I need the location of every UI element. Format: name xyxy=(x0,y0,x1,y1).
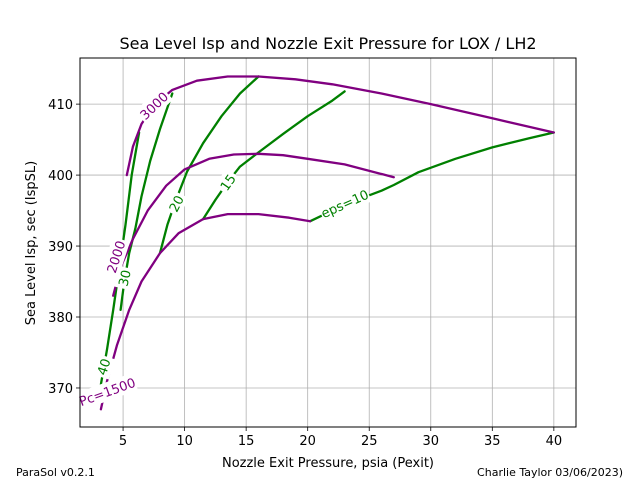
contour-label: 20 xyxy=(167,193,188,215)
contour-label-group: 20 xyxy=(163,189,189,218)
y-tick-label: 380 xyxy=(48,311,73,326)
pc-line-pc-1500 xyxy=(99,212,312,411)
contour-label-backdrop xyxy=(76,372,138,411)
eps-line-20 xyxy=(158,75,260,255)
x-tick-label: 5 xyxy=(119,434,127,449)
contour-label-backdrop xyxy=(214,168,242,197)
pc-line-pc-2000 xyxy=(112,152,395,297)
contour-label-backdrop xyxy=(134,86,174,125)
y-axis-label: Sea Level Isp, sec (IspSL) xyxy=(24,161,39,325)
y-tick-label: 390 xyxy=(48,240,73,255)
contour-label-group: 40 xyxy=(91,353,116,380)
axis-ticks: 5 10 15 20 25 30 35 40 370 380 390 400 410 xyxy=(48,98,562,449)
x-tick-label: 35 xyxy=(484,434,501,449)
eps-line-15 xyxy=(201,90,346,221)
contour-label: 40 xyxy=(95,357,114,377)
plot-frame xyxy=(79,57,577,428)
x-tick-label: 20 xyxy=(299,434,316,449)
y-tick-label: 400 xyxy=(48,169,73,184)
footer-version: ParaSol v0.2.1 xyxy=(16,466,95,479)
x-tick-label: 40 xyxy=(546,434,563,449)
x-tick-label: 10 xyxy=(176,434,193,449)
contour-label-backdrop xyxy=(113,265,136,291)
chart-title: Sea Level Isp and Nozzle Exit Pressure f… xyxy=(119,34,536,53)
x-axis-label: Nozzle Exit Pressure, psia (Pexit) xyxy=(222,456,434,471)
x-tick-label: 15 xyxy=(238,434,255,449)
y-tick-label: 370 xyxy=(48,382,73,397)
x-tick-label: 25 xyxy=(361,434,378,449)
footer-author: Charlie Taylor 03/06/2023) xyxy=(477,466,623,479)
contour-label-backdrop xyxy=(317,184,372,223)
contour-label-backdrop xyxy=(91,353,116,380)
contour-label-group: 30 xyxy=(113,265,136,291)
y-tick-label: 410 xyxy=(48,98,73,113)
contour-label-backdrop xyxy=(163,189,189,218)
x-tick-label: 30 xyxy=(422,434,439,449)
contour-label-backdrop xyxy=(101,236,130,277)
contour-label: 30 xyxy=(117,269,135,288)
